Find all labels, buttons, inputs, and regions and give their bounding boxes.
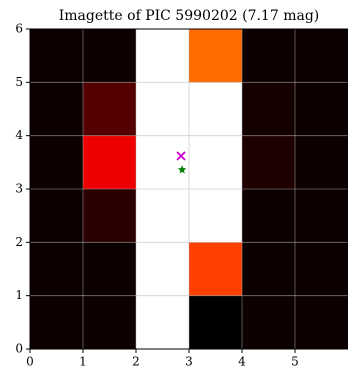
cell [189,82,242,135]
cell [83,296,136,349]
cell [295,136,348,189]
cell [242,189,295,242]
cell [242,29,295,82]
cell [295,82,348,135]
chart: Imagette of PIC 5990202 (7.17 mag) 0 1 2 3 4… [0,0,348,369]
cell [30,136,83,189]
cell [83,242,136,295]
cell [30,29,83,82]
y-tick-label: 0 [15,342,23,356]
cell [242,242,295,295]
cell [136,296,189,349]
x-tick-label: 1 [79,355,87,369]
cell [189,29,242,82]
y-tick-label: 5 [15,75,23,89]
cell [189,189,242,242]
x-tick-label: 2 [132,355,140,369]
cell [189,136,242,189]
x-tick-label: 4 [238,355,246,369]
x-tick-label: 0 [26,355,34,369]
cell [83,136,136,189]
cell [136,242,189,295]
chart-title: Imagette of PIC 5990202 (7.17 mag) [59,8,320,24]
x-tick-label: 5 [291,355,299,369]
cell [295,189,348,242]
y-tick-label: 3 [15,182,23,196]
cell [136,82,189,135]
cell [242,296,295,349]
cell [136,189,189,242]
x-tick-label: 3 [185,355,193,369]
cell [189,296,242,349]
cell [30,296,83,349]
cell [83,82,136,135]
cell [30,242,83,295]
y-tick-label: 4 [15,128,23,142]
cell [295,29,348,82]
page: Imagette of PIC 5990202 (7.17 mag) 0 1 2 3 4… [0,0,348,369]
cell [189,242,242,295]
cell [30,82,83,135]
y-tick-label: 6 [15,22,23,36]
cell [242,82,295,135]
cell [83,189,136,242]
cell [295,242,348,295]
cell [83,29,136,82]
cell [295,296,348,349]
y-tick-label: 1 [15,288,23,302]
cell [136,136,189,189]
cell [30,189,83,242]
cell [136,29,189,82]
cell [242,136,295,189]
y-tick-label: 2 [15,235,23,249]
